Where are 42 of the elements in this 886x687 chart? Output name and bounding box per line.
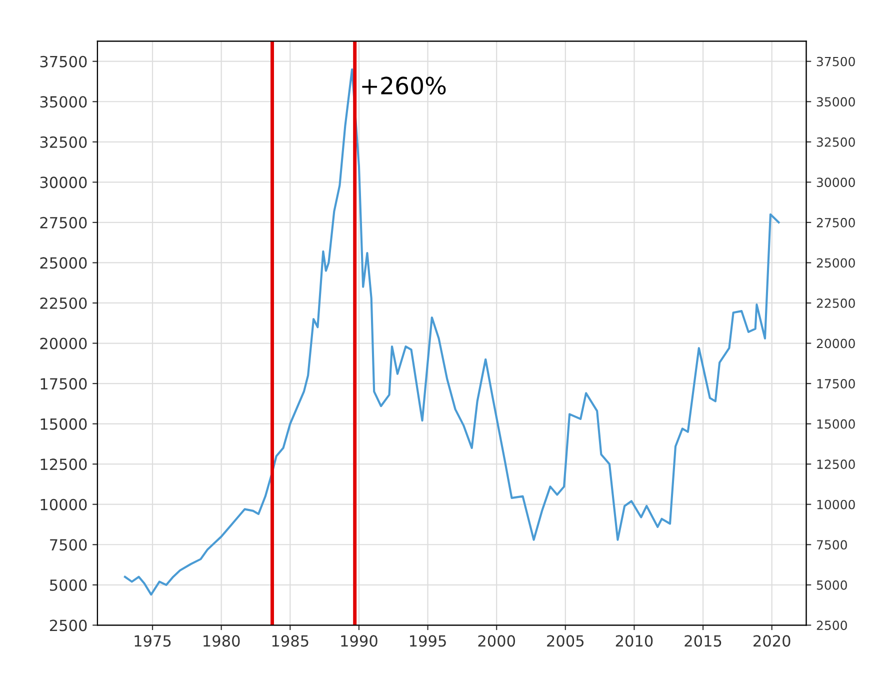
- x-tick-label: 2020: [754, 635, 790, 647]
- y2-tick-label: 27500: [816, 218, 855, 228]
- y2-tick-label: 5000: [816, 580, 847, 590]
- y2-tick-label: 20000: [816, 338, 855, 348]
- y-tick-label: 12500: [40, 458, 87, 470]
- y-tick-label: 15000: [40, 418, 87, 430]
- y-tick-label: 2500: [50, 620, 87, 632]
- x-tick-label: 2010: [616, 635, 653, 647]
- line-series: [124, 68, 780, 596]
- y-tick-label: 17500: [40, 378, 87, 390]
- x-tick-label: 1990: [341, 635, 378, 647]
- y-tick-label: 35000: [40, 96, 87, 108]
- x-tick-label: 1995: [410, 635, 446, 647]
- x-tick-label: 2015: [684, 635, 722, 647]
- x-tick-label: 1985: [272, 635, 308, 647]
- annotation: +260%: [362, 76, 446, 95]
- y2-tick-label: 25000: [816, 258, 855, 268]
- y-tick-label: 20000: [40, 338, 87, 350]
- y-tick-label: 22500: [40, 297, 87, 310]
- y2-tick-label: 30000: [816, 178, 855, 188]
- y-tick-label: 5000: [50, 579, 87, 591]
- y-tick-label: 37500: [40, 56, 87, 68]
- y-tick-label: 30000: [40, 176, 87, 188]
- x-tick-label: 2005: [547, 635, 584, 647]
- y2-tick-label: 10000: [817, 500, 855, 510]
- y2-tick-label: 32500: [816, 137, 855, 147]
- x-tick-label: 1975: [134, 635, 171, 647]
- y-tick-label: 27500: [40, 216, 87, 228]
- y2-tick-label: 7500: [817, 540, 847, 550]
- y-tick-label: 7500: [50, 539, 87, 551]
- y2-tick-label: 2500: [816, 620, 847, 630]
- y2-tick-label: 37500: [816, 56, 855, 66]
- x-tick-label: 2000: [478, 635, 516, 647]
- y2-tick-label: 22500: [816, 298, 855, 308]
- y-tick-label: 10000: [40, 498, 87, 510]
- y2-tick-label: 15000: [817, 419, 855, 429]
- y2-tick-label: 17500: [817, 379, 855, 388]
- x-tick-label: 1980: [204, 635, 240, 647]
- y2-tick-label: 12500: [817, 460, 855, 470]
- y-tick-label: 25000: [40, 257, 87, 269]
- y-tick-label: 32500: [40, 136, 87, 148]
- y2-tick-label: 35000: [816, 97, 855, 107]
